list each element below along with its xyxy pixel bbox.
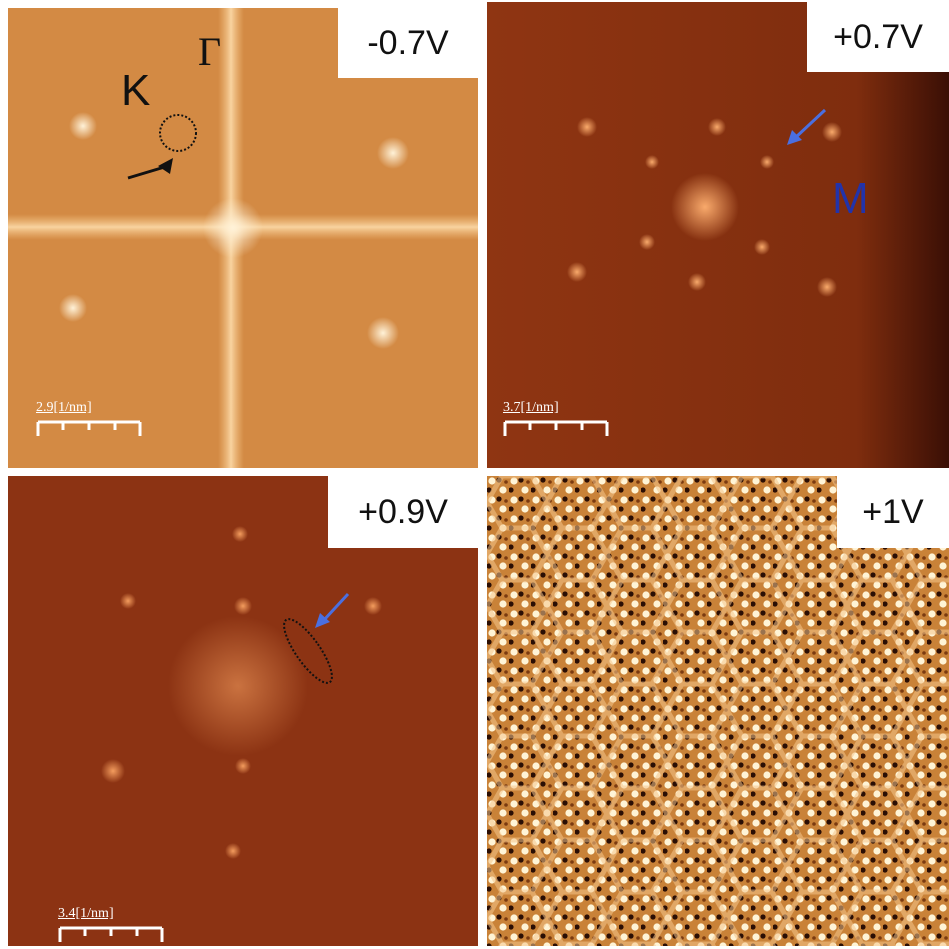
fft-image-2 [487,2,949,468]
voltage-label-2: +0.7V [807,2,949,72]
scale-bar-3: 3.4[1/nm] [58,906,178,946]
scale-label-1: 2.9[1/nm] [36,400,92,415]
voltage-label-4: +1V [837,476,949,548]
fft-panel-minus-0.7v: K Γ -0.7V 2.9[1/nm] [8,8,478,468]
fft-image-1 [8,8,478,468]
scale-label-3: 3.4[1/nm] [58,906,114,921]
k-point-circle [159,114,197,152]
blue-arrow-2 [322,592,350,622]
fft-panel-plus-0.9v: +0.9V 3.4[1/nm] [8,476,478,946]
blue-arrow-1 [793,108,827,140]
lattice-panel-plus-1v: +1V [487,476,949,946]
gamma-label: Γ [198,29,222,74]
fft-panel-plus-0.7v: M +0.7V 3.7[1/nm] [487,2,949,468]
scale-bar-1: 2.9[1/nm] [36,400,156,440]
fft-image-3 [8,476,478,946]
scale-bar-2: 3.7[1/nm] [503,400,623,440]
voltage-label-3: +0.9V [328,476,478,548]
m-label: M [832,174,869,223]
scale-label-2: 3.7[1/nm] [503,400,559,415]
lattice-image [487,476,949,946]
voltage-label-1: -0.7V [338,8,478,78]
k-label: K [121,66,151,115]
